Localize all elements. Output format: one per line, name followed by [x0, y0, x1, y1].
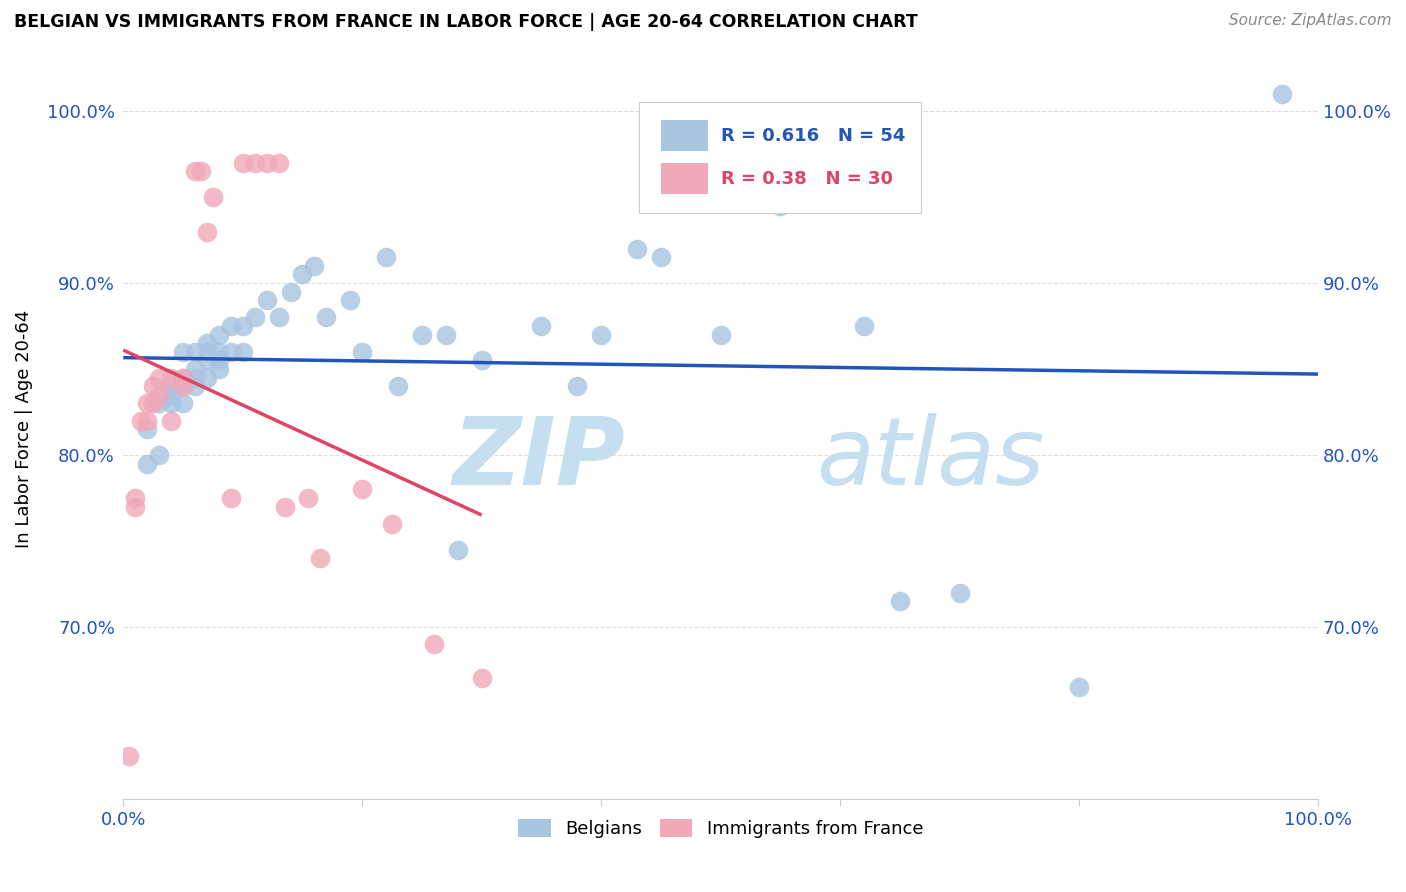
Point: [172, 370, 194, 384]
Point: [381, 516, 404, 531]
Point: [208, 362, 231, 376]
Point: [208, 344, 231, 359]
Point: [530, 319, 553, 334]
Point: [219, 491, 242, 505]
Point: [172, 379, 194, 393]
Point: [232, 344, 254, 359]
Point: [280, 285, 302, 299]
Point: [949, 585, 972, 599]
Point: [387, 379, 409, 393]
Point: [136, 422, 159, 436]
Text: R = 0.38   N = 30: R = 0.38 N = 30: [721, 169, 893, 187]
Point: [434, 327, 457, 342]
Point: [195, 344, 218, 359]
Point: [195, 225, 218, 239]
Text: atlas: atlas: [817, 413, 1045, 504]
Point: [136, 396, 159, 410]
Point: [148, 370, 170, 384]
Point: [273, 500, 295, 514]
Point: [297, 491, 319, 505]
Point: [567, 379, 589, 393]
Point: [315, 310, 337, 325]
Point: [160, 379, 183, 393]
Point: [184, 362, 207, 376]
Point: [172, 396, 194, 410]
Point: [142, 396, 165, 410]
Point: [172, 344, 194, 359]
Point: [256, 155, 278, 169]
Point: [124, 500, 146, 514]
Point: [650, 250, 672, 264]
Point: [148, 448, 170, 462]
Point: [375, 250, 398, 264]
Point: [195, 336, 218, 351]
Point: [267, 310, 290, 325]
Point: [201, 190, 224, 204]
Point: [710, 327, 733, 342]
Point: [172, 379, 194, 393]
Point: [411, 327, 433, 342]
Point: [184, 379, 207, 393]
Legend: Belgians, Immigrants from France: Belgians, Immigrants from France: [510, 812, 931, 846]
Point: [352, 483, 374, 497]
Point: [172, 370, 194, 384]
Point: [352, 344, 374, 359]
Point: [232, 319, 254, 334]
Point: [853, 319, 876, 334]
Point: [160, 414, 183, 428]
Point: [184, 370, 207, 384]
Text: Source: ZipAtlas.com: Source: ZipAtlas.com: [1229, 13, 1392, 29]
Point: [304, 259, 326, 273]
Point: [291, 268, 314, 282]
Point: [471, 353, 494, 368]
Point: [267, 155, 290, 169]
Point: [129, 414, 152, 428]
Point: [136, 414, 159, 428]
Text: R = 0.616   N = 54: R = 0.616 N = 54: [721, 127, 905, 145]
Point: [309, 551, 332, 566]
Point: [232, 155, 254, 169]
Point: [142, 379, 165, 393]
Point: [1271, 87, 1294, 101]
Point: [160, 370, 183, 384]
Point: [219, 344, 242, 359]
Point: [339, 293, 361, 308]
Point: [447, 542, 470, 557]
Point: [219, 319, 242, 334]
FancyBboxPatch shape: [640, 102, 921, 213]
Point: [160, 396, 183, 410]
Point: [148, 396, 170, 410]
Point: [889, 594, 911, 608]
Point: [195, 353, 218, 368]
Point: [243, 310, 266, 325]
Point: [243, 155, 266, 169]
Point: [591, 327, 613, 342]
Point: [148, 388, 170, 402]
Point: [256, 293, 278, 308]
Point: [160, 388, 183, 402]
Text: ZIP: ZIP: [453, 413, 626, 505]
Point: [626, 242, 648, 256]
Point: [124, 491, 146, 505]
Point: [136, 457, 159, 471]
FancyBboxPatch shape: [661, 163, 707, 194]
Point: [195, 370, 218, 384]
Point: [190, 164, 212, 178]
Point: [208, 327, 231, 342]
Point: [769, 199, 792, 213]
Point: [208, 353, 231, 368]
FancyBboxPatch shape: [661, 120, 707, 152]
Point: [1069, 680, 1091, 694]
Point: [471, 672, 494, 686]
Point: [118, 748, 141, 763]
Text: BELGIAN VS IMMIGRANTS FROM FRANCE IN LABOR FORCE | AGE 20-64 CORRELATION CHART: BELGIAN VS IMMIGRANTS FROM FRANCE IN LAB…: [14, 13, 918, 31]
Y-axis label: In Labor Force | Age 20-64: In Labor Force | Age 20-64: [15, 310, 32, 549]
Point: [423, 637, 446, 651]
Point: [184, 344, 207, 359]
Point: [184, 164, 207, 178]
